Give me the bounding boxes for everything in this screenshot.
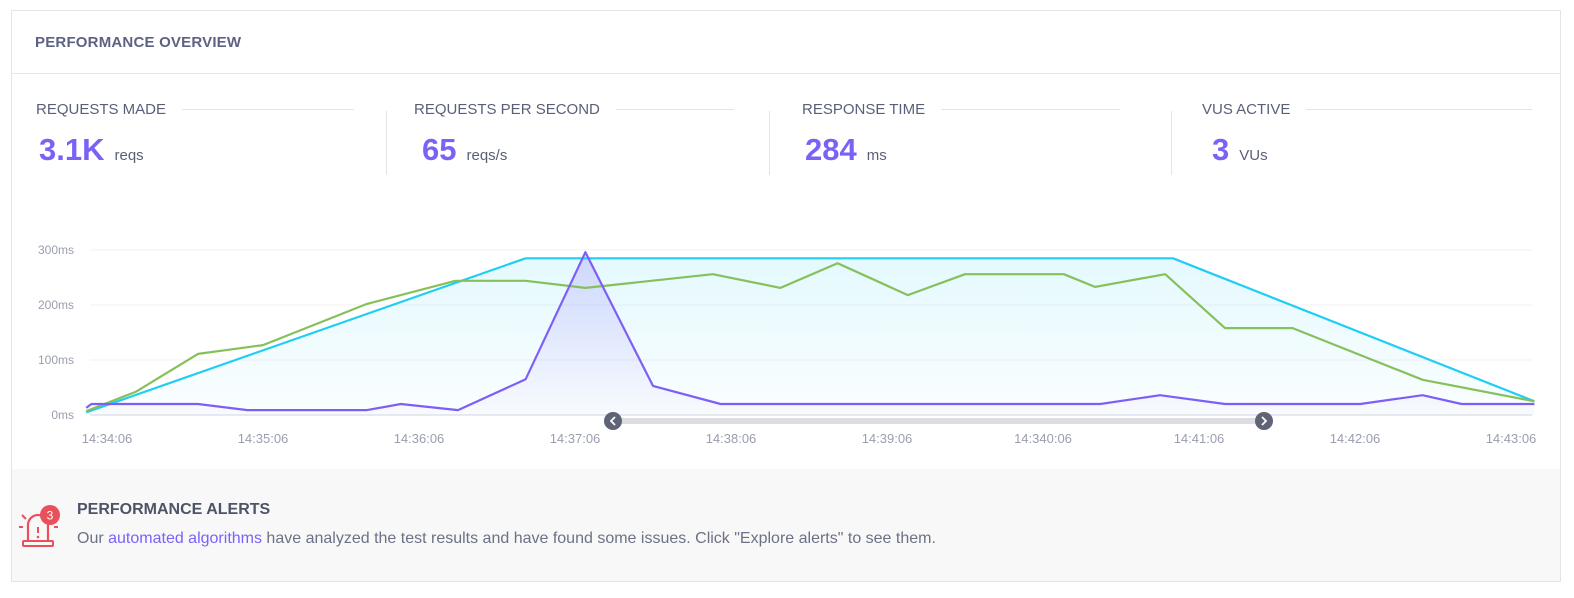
scrollbar-right-handle[interactable] (1255, 412, 1273, 430)
divider (386, 111, 387, 175)
automated-algorithms-link[interactable]: automated algorithms (108, 530, 262, 547)
series-line (85, 257, 1535, 414)
series-line (85, 251, 1535, 412)
alerts-description: Our automated algorithms have analyzed t… (77, 530, 936, 548)
stat-requests-made: REQUESTS MADE 3.1K reqs (36, 101, 354, 168)
stat-unit: VUs (1239, 147, 1268, 164)
alarm-siren-icon: 3 (19, 505, 60, 547)
series-area (86, 258, 1535, 415)
alerts-text: Our (77, 530, 109, 547)
stat-value: 3 (1212, 132, 1230, 167)
x-tick-label: 14:43:06 (1486, 431, 1537, 446)
x-tick-label: 14:35:06 (238, 431, 289, 446)
performance-alerts: 3 PERFORMANCE ALERTS Our automated algor… (12, 469, 1560, 581)
stat-value: 3.1K (39, 132, 105, 167)
y-tick-label: 200ms (38, 298, 74, 312)
x-tick-label: 14:41:06 (1174, 431, 1225, 446)
stat-requests-per-second: REQUESTS PER SECOND 65 reqs/s (414, 101, 734, 168)
x-tick-label: 14:39:06 (862, 431, 913, 446)
stat-label: VUS ACTIVE (1202, 101, 1291, 118)
x-tick-label: 14:38:06 (706, 431, 757, 446)
stat-vus-active: VUS ACTIVE 3 VUs (1202, 101, 1532, 168)
stat-label: REQUESTS PER SECOND (414, 101, 600, 118)
x-tick-label: 14:36:06 (394, 431, 445, 446)
performance-chart: 0ms 100ms 200ms 300ms 14:34:06 14:35:06 14:36:… (38, 243, 1537, 446)
scrollbar-left-handle[interactable] (604, 412, 622, 430)
stat-unit: reqs/s (466, 147, 508, 164)
x-tick-label: 14:34:06 (82, 431, 133, 446)
y-tick-label: 300ms (38, 243, 74, 257)
stat-label: REQUESTS MADE (36, 101, 167, 118)
alerts-text: have analyzed the test results and have … (261, 530, 936, 547)
alert-count-badge (40, 505, 60, 525)
series-line (85, 262, 1535, 413)
y-tick-label: 100ms (38, 353, 74, 367)
x-tick-label: 14:42:06 (1330, 431, 1381, 446)
stat-value: 65 (422, 132, 457, 167)
x-tick-label: 14:340:06 (1014, 431, 1072, 446)
alert-count: 3 (47, 509, 54, 523)
stat-value: 284 (805, 132, 857, 167)
chevron-right-icon (1261, 416, 1268, 426)
performance-overview-card: PERFORMANCE OVERVIEW REQUESTS MADE 3.1K r… (11, 10, 1561, 582)
scrollbar-track[interactable] (613, 418, 1264, 424)
chevron-left-icon (609, 416, 616, 426)
stat-response-time: RESPONSE TIME 284 ms (802, 101, 1120, 168)
card-title: PERFORMANCE OVERVIEW (12, 11, 1560, 74)
alerts-title: PERFORMANCE ALERTS (77, 501, 271, 518)
stat-unit: ms (866, 147, 887, 164)
y-tick-label: 0ms (51, 408, 74, 422)
stat-label: RESPONSE TIME (802, 101, 926, 118)
divider (1171, 111, 1172, 175)
time-range-scrollbar[interactable] (604, 412, 1273, 430)
divider (769, 111, 770, 175)
x-tick-label: 14:37:06 (550, 431, 601, 446)
stat-unit: reqs (114, 147, 144, 164)
